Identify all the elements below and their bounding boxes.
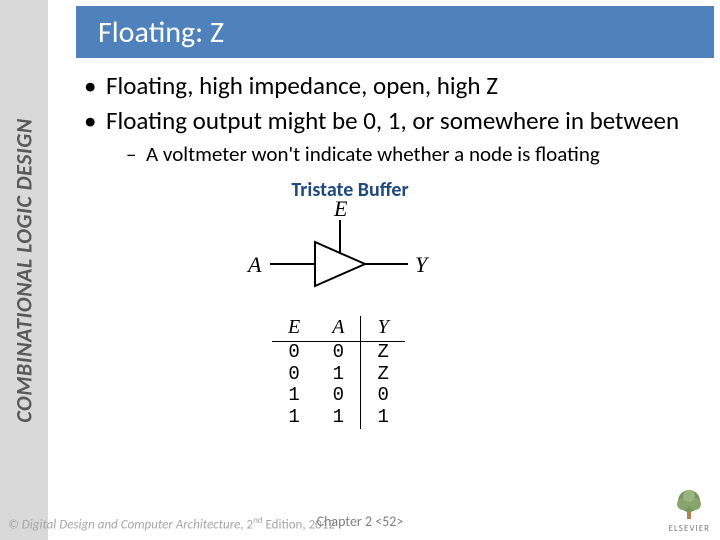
label-input-a: A bbox=[248, 252, 261, 278]
label-enable-e: E bbox=[334, 196, 347, 222]
th-a: A bbox=[316, 316, 361, 342]
edition-prefix: , 2 bbox=[240, 517, 253, 532]
th-y: Y bbox=[361, 316, 405, 342]
bullet-item: Floating output might be 0, 1, or somewh… bbox=[80, 105, 700, 168]
sidebar-label: COMBINATIONAL LOGIC DESIGN bbox=[11, 118, 38, 422]
title-bar: Floating: Z bbox=[76, 6, 714, 58]
label-output-y: Y bbox=[415, 252, 427, 278]
copyright-symbol: © bbox=[8, 517, 22, 532]
publisher-name: ELSEVIER bbox=[669, 523, 710, 534]
elsevier-tree-icon bbox=[672, 487, 706, 521]
bullet-text: Floating output might be 0, 1, or somewh… bbox=[106, 105, 679, 136]
bullet-item: Floating, high impedance, open, high Z bbox=[80, 70, 700, 101]
footer-publisher: ELSEVIER bbox=[669, 487, 710, 534]
footer-chapter: Chapter 2 <52> bbox=[317, 513, 404, 530]
sub-list: A voltmeter won't indicate whether a nod… bbox=[106, 141, 700, 168]
content-area: Floating, high impedance, open, high Z F… bbox=[80, 70, 700, 429]
th-e: E bbox=[272, 316, 316, 342]
footer-copyright: © Digital Design and Computer Architectu… bbox=[8, 515, 335, 532]
table-row: 100 bbox=[272, 385, 405, 407]
tristate-diagram: A E Y bbox=[140, 202, 560, 312]
bullet-list: Floating, high impedance, open, high Z F… bbox=[80, 70, 700, 168]
diagram-title: Tristate Buffer bbox=[140, 178, 560, 202]
edition-sup: nd bbox=[253, 515, 262, 526]
table-header-row: E A Y bbox=[272, 316, 405, 342]
table-body: 00Z 01Z 100 111 bbox=[272, 341, 405, 429]
truth-table: E A Y 00Z 01Z 100 111 bbox=[272, 316, 405, 429]
table-row: 01Z bbox=[272, 364, 405, 386]
book-title: Digital Design and Computer Architecture bbox=[22, 517, 241, 532]
sub-bullet-item: A voltmeter won't indicate whether a nod… bbox=[106, 141, 700, 168]
gate-svg bbox=[140, 202, 560, 312]
sidebar: COMBINATIONAL LOGIC DESIGN bbox=[0, 0, 48, 540]
slide-title: Floating: Z bbox=[98, 14, 224, 51]
table-row: 00Z bbox=[272, 341, 405, 363]
table-row: 111 bbox=[272, 407, 405, 429]
